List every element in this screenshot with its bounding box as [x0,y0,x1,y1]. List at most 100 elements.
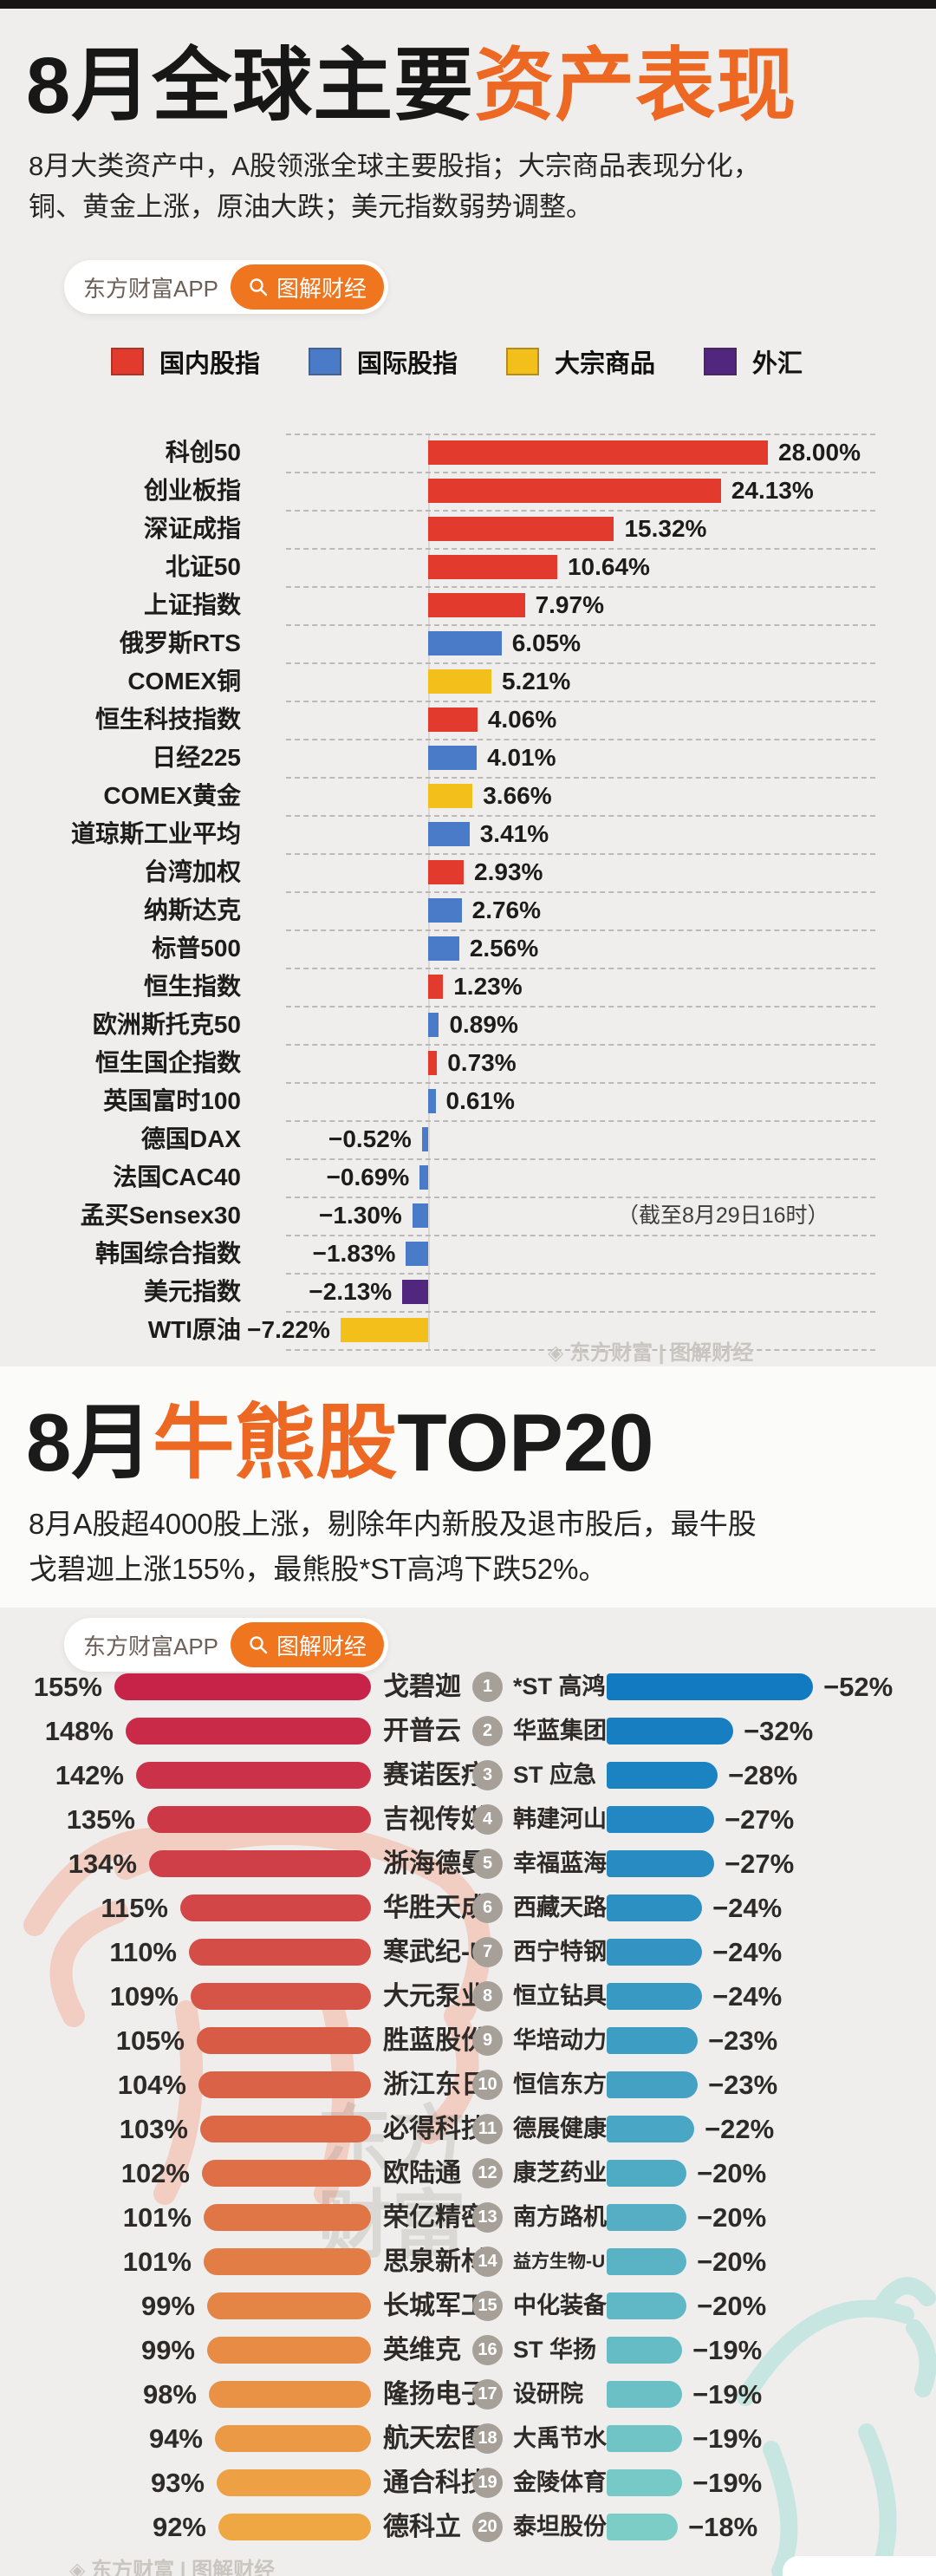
bull-pct: 134% [68,1849,137,1879]
asset-label: 纳斯达克 [143,897,241,923]
bear-pct: −20% [697,2158,767,2188]
chart1-note: （截至8月29日16时） [617,1203,829,1228]
bear-pct: −19% [692,2423,763,2454]
bull-bar [197,2027,371,2054]
row-separator [286,1158,875,1160]
bear-pct: −19% [692,2468,763,2498]
rank-badge: 10 [472,2070,503,2100]
asset-value: 24.13% [731,477,814,504]
bull-bar [207,2337,371,2364]
asset-label: COMEX铜 [127,668,241,695]
bear-bar [607,2514,678,2540]
bear-bar [607,2027,698,2054]
bull-stock-name: 戈碧迦 [383,1673,461,1701]
asset-label: 英国富时100 [103,1087,241,1114]
bull-pct: 98% [142,2379,197,2410]
rank-badge: 7 [472,1937,503,1967]
asset-value: −2.13% [309,1278,393,1305]
bear-stock-name: 韩建河山 [513,1806,607,1832]
bull-bar [200,2116,371,2142]
bear-stock-name: 西宁特钢 [513,1939,607,1965]
bear-bar [607,2160,686,2187]
row-separator [286,1235,875,1236]
asset-label: 法国CAC40 [113,1164,241,1190]
bull-stock-name: 寒武纪-U [383,1938,489,1966]
bull-bar [149,1850,371,1877]
bull-pct: 99% [140,2291,195,2321]
brand-badge2-tag-label: 图解财经 [276,1633,367,1660]
asset-bar [402,1280,428,1304]
rank-badge: 5 [472,1849,503,1879]
asset-value: 7.97% [535,591,604,618]
bear-pct: −23% [708,2070,778,2100]
bull-stock-name: 航天宏图 [383,2424,487,2453]
bull-stock-name: 长城军工 [383,2292,487,2320]
bull-bar [189,1939,371,1966]
bear-stock-name: 恒信东方 [513,2071,607,2097]
chart1-watermark-credit: ◈ 东方财富 | 图解财经 [548,1341,754,1365]
asset-bar [428,975,444,999]
rank-badge: 18 [472,2423,503,2454]
asset-label: 深证成指 [143,515,241,542]
asset-label: 孟买Sensex30 [80,1202,241,1229]
bull-pct: 115% [101,1893,168,1923]
bull-pct: 109% [109,1981,179,2012]
rank-badge: 20 [472,2512,503,2542]
bull-pct: 155% [33,1672,102,1702]
bear-stock-name: 幸福蓝海 [513,1850,607,1876]
bear-bar [607,2469,682,2496]
rank-badge: 16 [472,2335,503,2365]
bull-pct: 105% [115,2025,185,2056]
row-separator [286,1311,875,1313]
bear-bar [607,2204,686,2231]
asset-performance-chart: （截至8月29日16时） 科创50 28.00% 创业板指 24.13% 深证成指 15.… [0,434,936,1351]
bear-bar [607,2116,694,2142]
section1-title: 8月全球主要资产表现 [26,21,796,136]
asset-bar [428,860,465,884]
row-separator [286,968,875,969]
legend-label-fx: 外汇 [752,350,803,378]
bear-stock-name: 大禹节水 [513,2425,607,2451]
legend-swatch-domestic [111,348,144,375]
bull-pct: 101% [122,2247,192,2277]
bull-bar [207,2292,371,2319]
asset-value: −1.30% [319,1202,402,1229]
bull-pct: 142% [55,1760,124,1790]
bull-pct: 94% [148,2423,203,2454]
bear-pct: −27% [725,1804,795,1835]
asset-bar [428,898,462,923]
bear-bar [607,2292,686,2319]
top-black-strip [0,0,936,9]
bull-pct: 103% [119,2114,188,2144]
asset-value: 0.61% [445,1087,515,1114]
section1-subtitle-line1: 8月大类资产中，A股领涨全球主要股指；大宗商品表现分化， [29,151,760,181]
bull-stock-name: 吉视传媒 [383,1805,487,1834]
bull-stock-name: 隆扬电子 [383,2380,487,2409]
bull-bar [191,1983,371,2010]
rank-badge: 13 [472,2202,503,2233]
row-separator [286,1044,875,1046]
bull-pct: 92% [152,2512,206,2542]
rank-badge: 1 [472,1672,503,1702]
bear-bar [607,2071,698,2098]
section2-title-p2: 牛熊股 [153,1397,398,1488]
asset-bar [428,1013,439,1037]
brand-badge-2: 东方财富APP 图解财经 [64,1618,389,1672]
row-separator [286,1120,875,1122]
bull-bar [204,2248,371,2275]
top20-rank-list: 155% 戈碧迦 1 *ST 高鸿 −52% 148% 开普云 2 华蓝集团 −32% 142% 赛诺… [0,1665,936,2566]
asset-label: 韩国综合指数 [94,1240,241,1267]
asset-bar [428,631,502,655]
asset-value: 6.05% [511,629,582,656]
asset-value: −0.52% [328,1125,412,1152]
bear-pct: −22% [705,2114,775,2144]
section1-title-black: 8月全球主要 [26,42,475,130]
bull-bar [218,2514,371,2540]
search-icon [250,1636,268,1654]
asset-label: COMEX黄金 [103,782,241,809]
section2-title-p3: TOP20 [397,1397,654,1488]
bull-pct: 99% [140,2335,195,2365]
legend-swatch-commodity [506,348,540,375]
row-separator [286,1349,875,1351]
bull-bar [217,2469,371,2496]
